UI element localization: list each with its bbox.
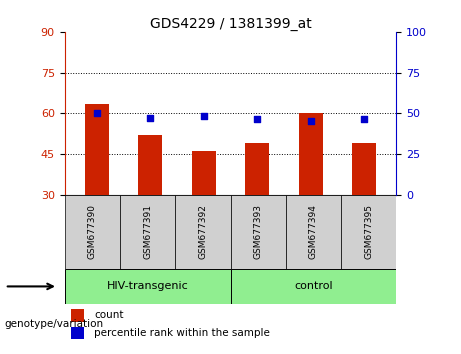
Bar xyxy=(71,309,84,322)
Point xyxy=(200,114,207,119)
Bar xyxy=(299,113,323,195)
Text: count: count xyxy=(95,310,124,320)
Bar xyxy=(352,143,376,195)
Text: HIV-transgenic: HIV-transgenic xyxy=(106,281,189,291)
Bar xyxy=(286,195,341,269)
Bar xyxy=(230,269,396,304)
Text: GSM677395: GSM677395 xyxy=(364,204,373,259)
Bar xyxy=(65,195,120,269)
Text: GSM677393: GSM677393 xyxy=(254,204,263,259)
Point xyxy=(307,118,314,124)
Bar xyxy=(65,269,230,304)
Text: GSM677392: GSM677392 xyxy=(198,204,207,259)
Point xyxy=(93,110,100,116)
Bar xyxy=(85,104,109,195)
Bar xyxy=(192,151,216,195)
Bar xyxy=(175,195,230,269)
Point xyxy=(361,116,368,122)
Text: genotype/variation: genotype/variation xyxy=(5,319,104,329)
Bar xyxy=(245,143,269,195)
Text: GSM677390: GSM677390 xyxy=(88,204,97,259)
Text: control: control xyxy=(294,281,333,291)
Bar xyxy=(341,195,396,269)
Point xyxy=(254,116,261,122)
Text: GSM677394: GSM677394 xyxy=(309,204,318,259)
Title: GDS4229 / 1381399_at: GDS4229 / 1381399_at xyxy=(150,17,311,31)
Text: percentile rank within the sample: percentile rank within the sample xyxy=(95,328,270,338)
Bar xyxy=(71,327,84,339)
Point xyxy=(147,115,154,121)
Bar xyxy=(120,195,175,269)
Bar xyxy=(230,195,286,269)
Bar xyxy=(138,135,162,195)
Text: GSM677391: GSM677391 xyxy=(143,204,152,259)
